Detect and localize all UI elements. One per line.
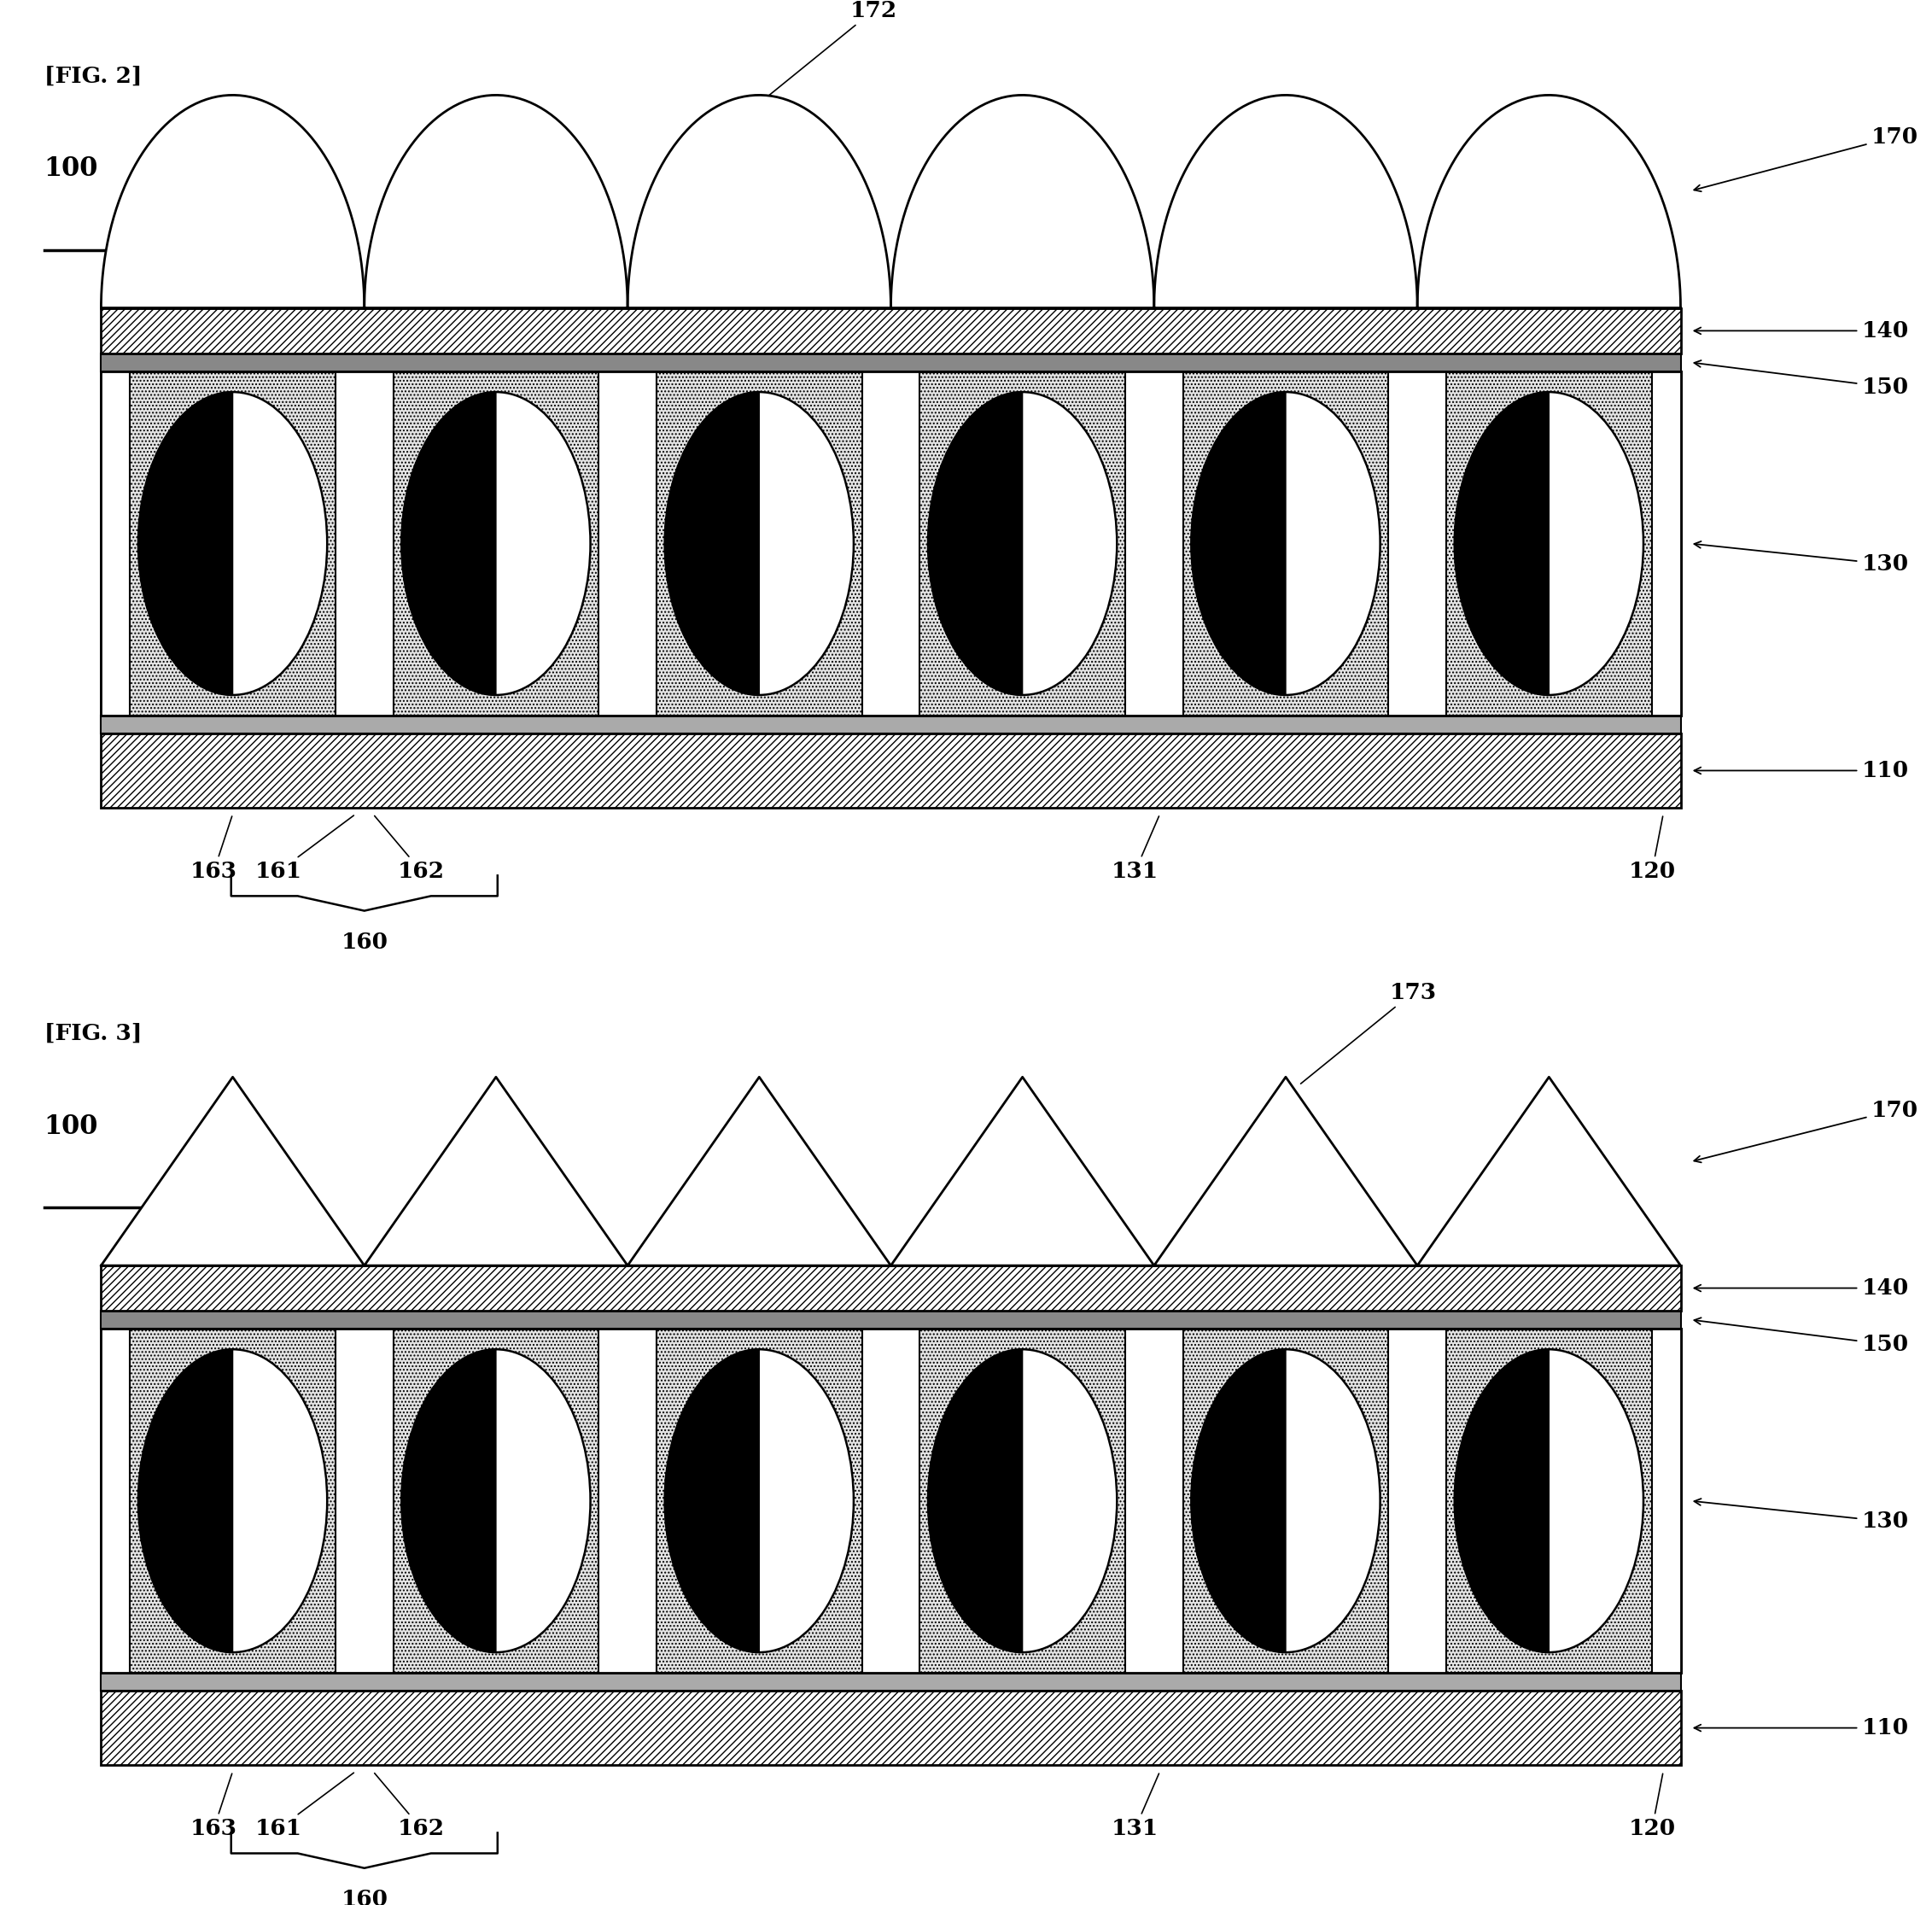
Text: 162: 162 [375, 1774, 444, 1840]
Text: 140: 140 [1694, 1278, 1909, 1299]
Polygon shape [628, 95, 891, 309]
Bar [100, 352, 1681, 371]
Bar [100, 371, 1681, 716]
Bar [100, 716, 1681, 733]
Bar [1652, 371, 1681, 716]
Polygon shape [1192, 392, 1285, 695]
Bar [336, 1328, 394, 1673]
Polygon shape [139, 1349, 232, 1652]
Polygon shape [100, 1076, 365, 1265]
Text: 100: 100 [44, 156, 99, 183]
Polygon shape [497, 392, 591, 695]
Bar [100, 1311, 1681, 1328]
Polygon shape [1455, 1349, 1549, 1652]
Text: 120: 120 [1629, 817, 1675, 882]
Polygon shape [927, 1349, 1022, 1652]
Bar [100, 1328, 1681, 1673]
Polygon shape [1418, 1076, 1681, 1265]
Polygon shape [232, 392, 327, 695]
Text: 163: 163 [189, 815, 238, 882]
Text: 131: 131 [1111, 815, 1159, 882]
Bar [862, 1328, 920, 1673]
Bar [100, 1328, 1681, 1673]
Polygon shape [665, 392, 759, 695]
Text: 110: 110 [1694, 1716, 1909, 1739]
Polygon shape [232, 1349, 327, 1652]
Polygon shape [927, 392, 1022, 695]
Text: 173: 173 [1300, 981, 1437, 1084]
Bar [100, 1265, 1681, 1311]
Bar [100, 1328, 129, 1673]
Text: 140: 140 [1694, 320, 1909, 341]
Polygon shape [402, 392, 497, 695]
Text: 130: 130 [1694, 1499, 1909, 1532]
Polygon shape [1285, 1349, 1379, 1652]
Text: 170: 170 [1694, 126, 1918, 192]
Polygon shape [1285, 392, 1379, 695]
Text: 160: 160 [340, 932, 388, 952]
Polygon shape [497, 1349, 591, 1652]
Polygon shape [1418, 95, 1681, 309]
Polygon shape [1549, 1349, 1644, 1652]
Polygon shape [891, 95, 1153, 309]
Text: 163: 163 [189, 1774, 238, 1840]
Polygon shape [1022, 1349, 1117, 1652]
Bar [100, 1692, 1681, 1764]
Polygon shape [1549, 392, 1644, 695]
Text: 170: 170 [1694, 1099, 1918, 1162]
Polygon shape [665, 1349, 759, 1652]
Bar [1652, 1328, 1681, 1673]
Bar [100, 371, 1681, 716]
Polygon shape [759, 1349, 854, 1652]
Polygon shape [759, 392, 854, 695]
Polygon shape [365, 1076, 628, 1265]
Text: 172: 172 [761, 0, 896, 101]
Text: 162: 162 [375, 815, 444, 882]
Bar [599, 1328, 657, 1673]
Text: 150: 150 [1694, 1318, 1909, 1354]
Text: 110: 110 [1694, 760, 1909, 781]
Polygon shape [1153, 1076, 1418, 1265]
Bar [1389, 1328, 1447, 1673]
Text: [FIG. 3]: [FIG. 3] [44, 1023, 141, 1044]
Polygon shape [1192, 1349, 1285, 1652]
Text: 150: 150 [1694, 360, 1909, 398]
Bar [1124, 1328, 1182, 1673]
Bar [862, 371, 920, 716]
Polygon shape [1022, 392, 1117, 695]
Polygon shape [1455, 392, 1549, 695]
Polygon shape [100, 95, 365, 309]
Text: 161: 161 [255, 815, 354, 882]
Bar [336, 371, 394, 716]
Text: 130: 130 [1694, 541, 1909, 575]
Polygon shape [1153, 95, 1418, 309]
Text: 160: 160 [340, 1888, 388, 1905]
Polygon shape [402, 1349, 497, 1652]
Bar [100, 309, 1681, 352]
Bar [100, 733, 1681, 808]
Text: 100: 100 [44, 1113, 99, 1139]
Bar [1389, 371, 1447, 716]
Text: 161: 161 [255, 1774, 354, 1840]
Bar [100, 1692, 1681, 1764]
Bar [1124, 371, 1182, 716]
Bar [100, 1673, 1681, 1692]
Text: 120: 120 [1629, 1774, 1675, 1840]
Polygon shape [628, 1076, 891, 1265]
Bar [599, 371, 657, 716]
Bar [100, 371, 129, 716]
Text: 131: 131 [1111, 1774, 1159, 1840]
Text: [FIG. 2]: [FIG. 2] [44, 65, 141, 88]
Polygon shape [365, 95, 628, 309]
Polygon shape [139, 392, 232, 695]
Bar [100, 733, 1681, 808]
Polygon shape [891, 1076, 1153, 1265]
